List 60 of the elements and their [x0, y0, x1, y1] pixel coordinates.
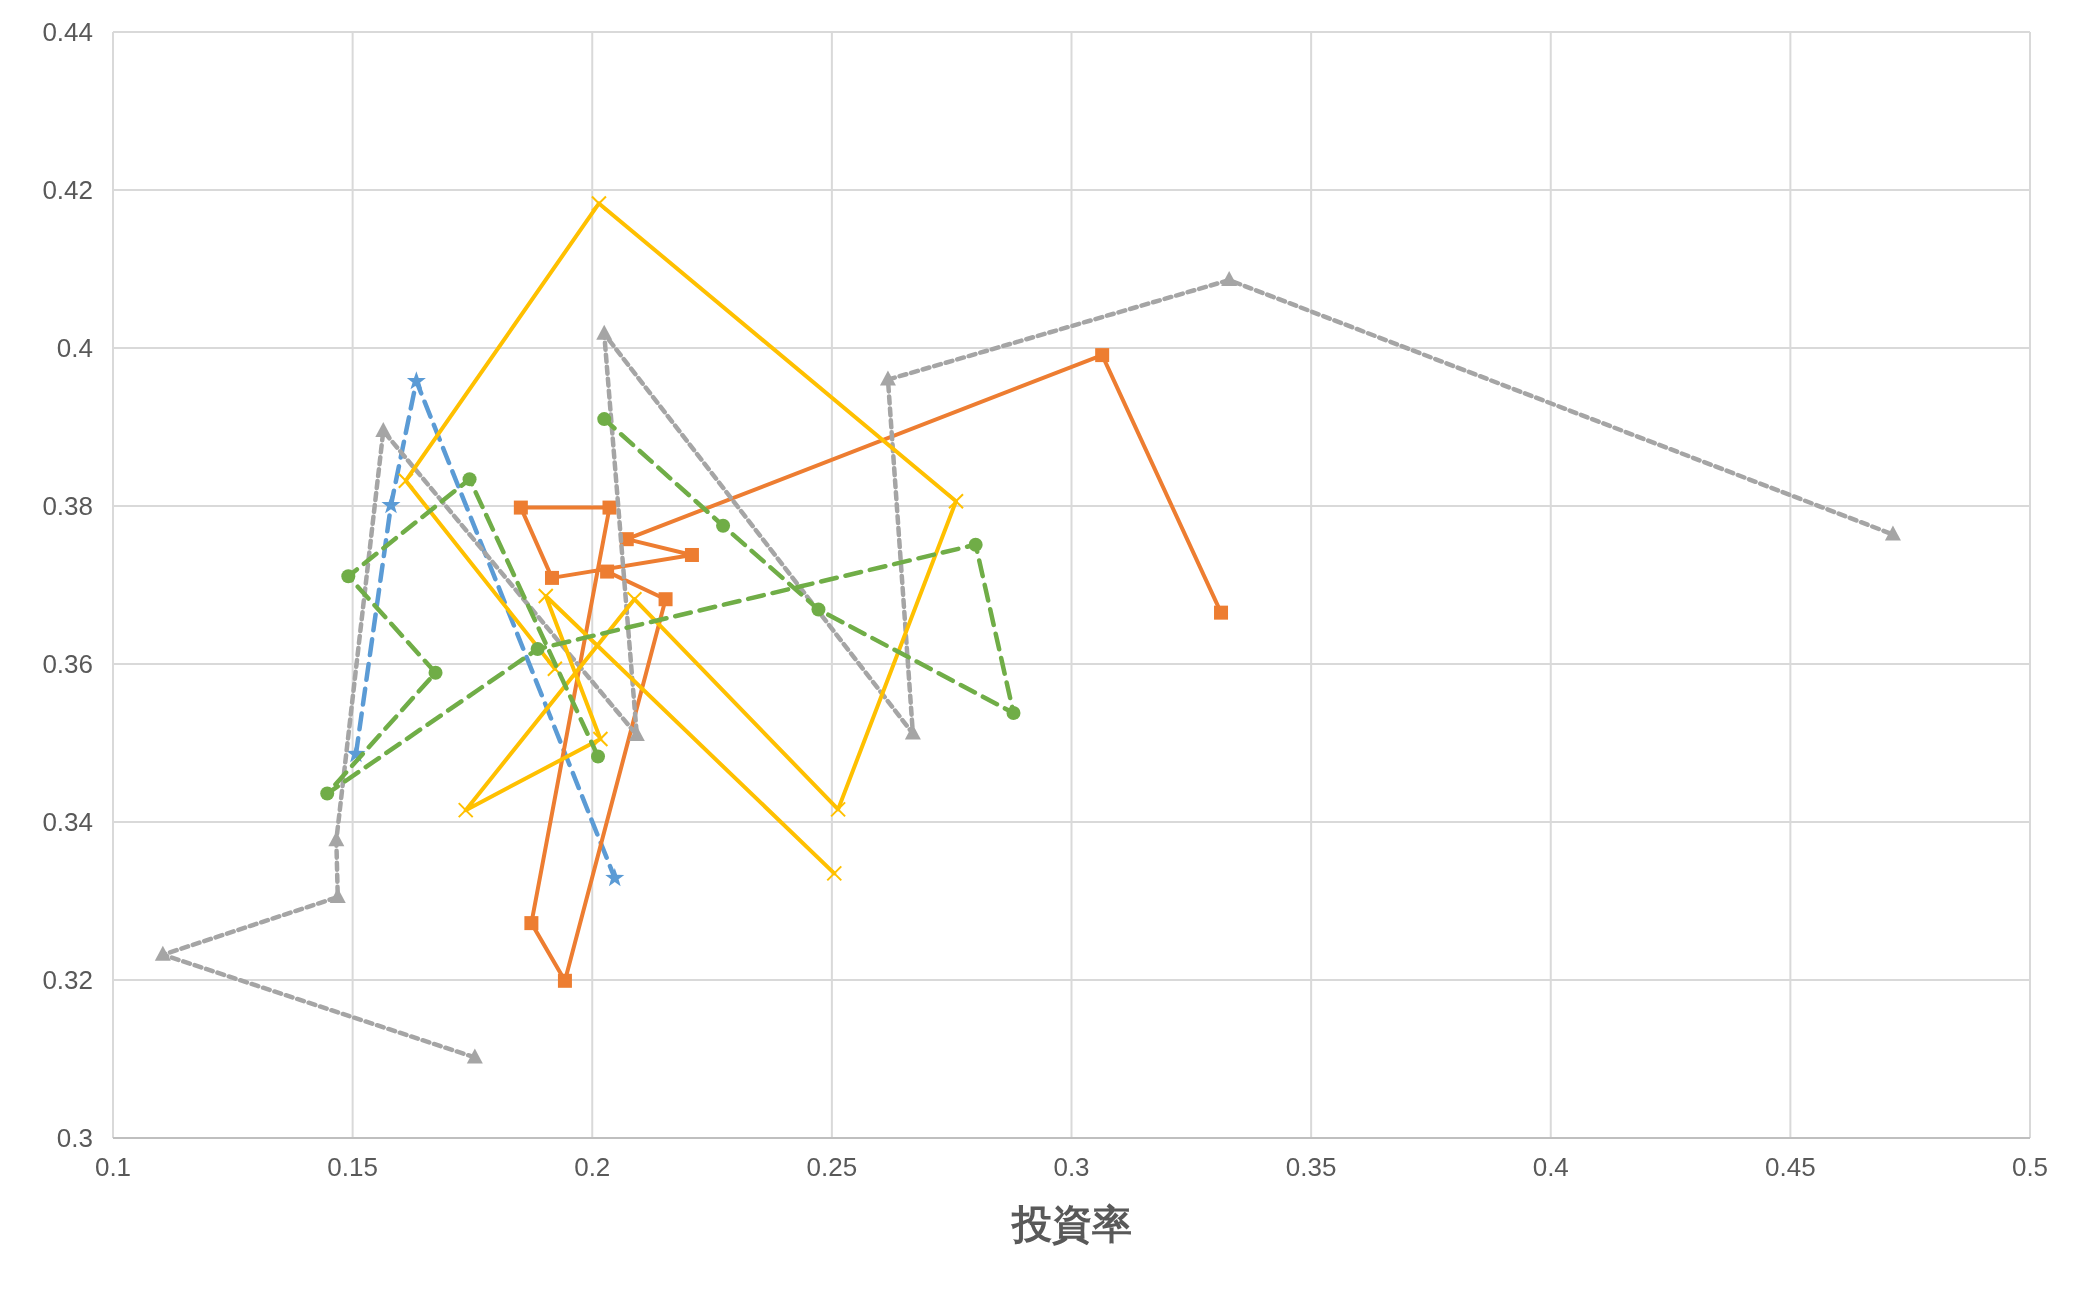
point [605, 868, 625, 887]
point [830, 801, 847, 818]
point [341, 569, 356, 584]
point [658, 592, 673, 607]
point [375, 421, 392, 437]
x-tick-label: 0.45 [1765, 1152, 1816, 1183]
point [811, 602, 826, 617]
x-axis-title: 投資率 [1009, 1202, 1132, 1246]
point [684, 547, 699, 562]
point [879, 370, 896, 386]
point [591, 749, 605, 764]
point [154, 945, 171, 961]
x-tick-label: 0.5 [2011, 1152, 2049, 1183]
point [628, 726, 645, 742]
point [524, 916, 539, 931]
y-tick-label: 0.42 [42, 175, 93, 206]
point [1006, 705, 1021, 720]
point [320, 786, 335, 801]
y-tick-label: 0.32 [42, 965, 93, 996]
point [968, 537, 983, 552]
point [397, 472, 414, 489]
y-tick-label: 0.34 [42, 807, 93, 838]
x-tick-label: 0.15 [327, 1152, 378, 1183]
point [590, 195, 607, 212]
point [600, 564, 615, 579]
x-tick-label: 0.4 [1532, 1152, 1569, 1183]
point [1095, 348, 1110, 363]
point [592, 731, 609, 748]
point [1221, 271, 1238, 287]
y-tick-label: 0.4 [56, 333, 93, 364]
point [406, 371, 426, 390]
point [462, 472, 477, 487]
x-tick-label: 0.35 [1285, 1152, 1337, 1183]
y-tick-label: 0.3 [56, 1123, 93, 1154]
point [716, 518, 731, 533]
y-tick-label: 0.36 [42, 649, 93, 680]
point [544, 570, 559, 585]
x-tick-label: 0.1 [94, 1152, 132, 1183]
point [428, 665, 443, 680]
point [537, 588, 554, 605]
point [457, 802, 474, 819]
y-tick-label: 0.38 [42, 491, 93, 522]
point [1214, 605, 1229, 620]
point [513, 500, 528, 515]
point [381, 495, 401, 514]
point [948, 493, 964, 510]
point [530, 641, 545, 656]
point [466, 1048, 483, 1064]
x-tick-label: 0.2 [574, 1152, 611, 1183]
point [626, 591, 643, 608]
point [557, 973, 572, 988]
y-tick-label: 0.44 [42, 17, 93, 48]
x-tick-label: 0.3 [1053, 1152, 1090, 1183]
point [826, 865, 843, 882]
point [546, 660, 563, 677]
point [602, 500, 617, 515]
x-tick-label: 0.25 [806, 1152, 858, 1183]
point [1884, 525, 1901, 541]
point [596, 324, 613, 340]
point [597, 412, 612, 427]
